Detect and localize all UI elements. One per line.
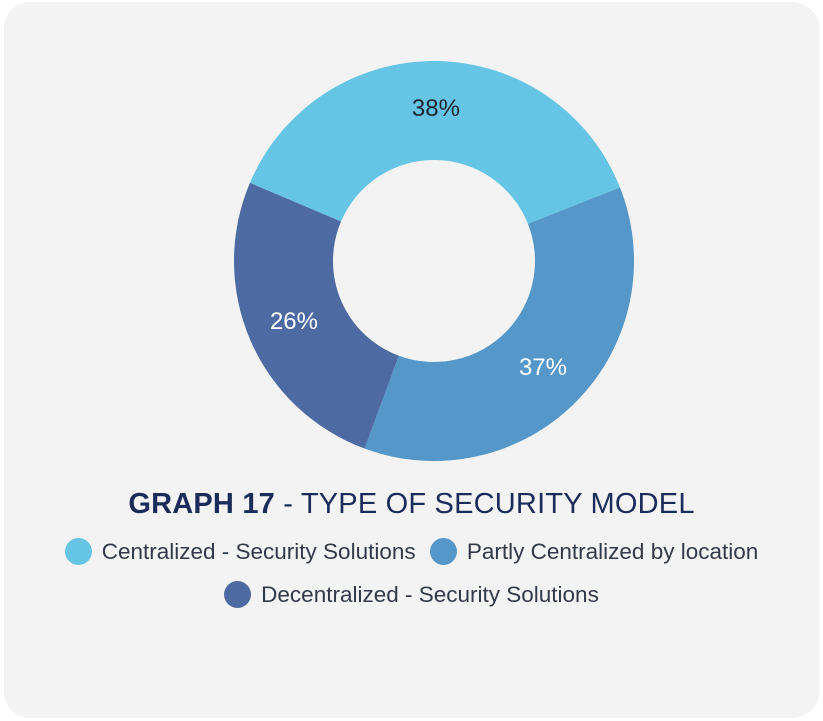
legend-item-centralized: Centralized - Security Solutions: [64, 538, 416, 565]
slice-label-0: 38%: [412, 95, 460, 122]
slice-label-2: 26%: [270, 308, 318, 335]
legend-item-decentralized: Decentralized - Security Solutions: [224, 581, 599, 608]
donut-slice-0: [249, 61, 621, 224]
donut-slice-1: [364, 187, 634, 461]
legend-label-centralized: Centralized - Security Solutions: [101, 538, 416, 564]
slice-label-1: 37%: [519, 354, 567, 381]
legend-swatch-centralized: [64, 538, 92, 565]
legend-label-decentralized: Decentralized - Security Solutions: [261, 581, 599, 607]
legend-swatch-partly-centralized: [429, 538, 457, 565]
donut-chart: 38% 37% 26%: [234, 61, 634, 461]
legend-row-2: Decentralized - Security Solutions: [0, 581, 823, 614]
legend-item-partly-centralized: Partly Centralized by location: [429, 538, 759, 565]
chart-title-text: - TYPE OF SECURITY MODEL: [274, 488, 695, 520]
legend-row-1: Centralized - Security Solutions Partly …: [0, 538, 823, 571]
chart-title: GRAPH 17 - TYPE OF SECURITY MODEL: [0, 488, 823, 521]
chart-title-number: GRAPH 17: [128, 488, 275, 520]
donut-slice-2: [234, 182, 399, 449]
legend-swatch-decentralized: [224, 581, 252, 608]
legend-label-partly-centralized: Partly Centralized by location: [466, 538, 759, 564]
